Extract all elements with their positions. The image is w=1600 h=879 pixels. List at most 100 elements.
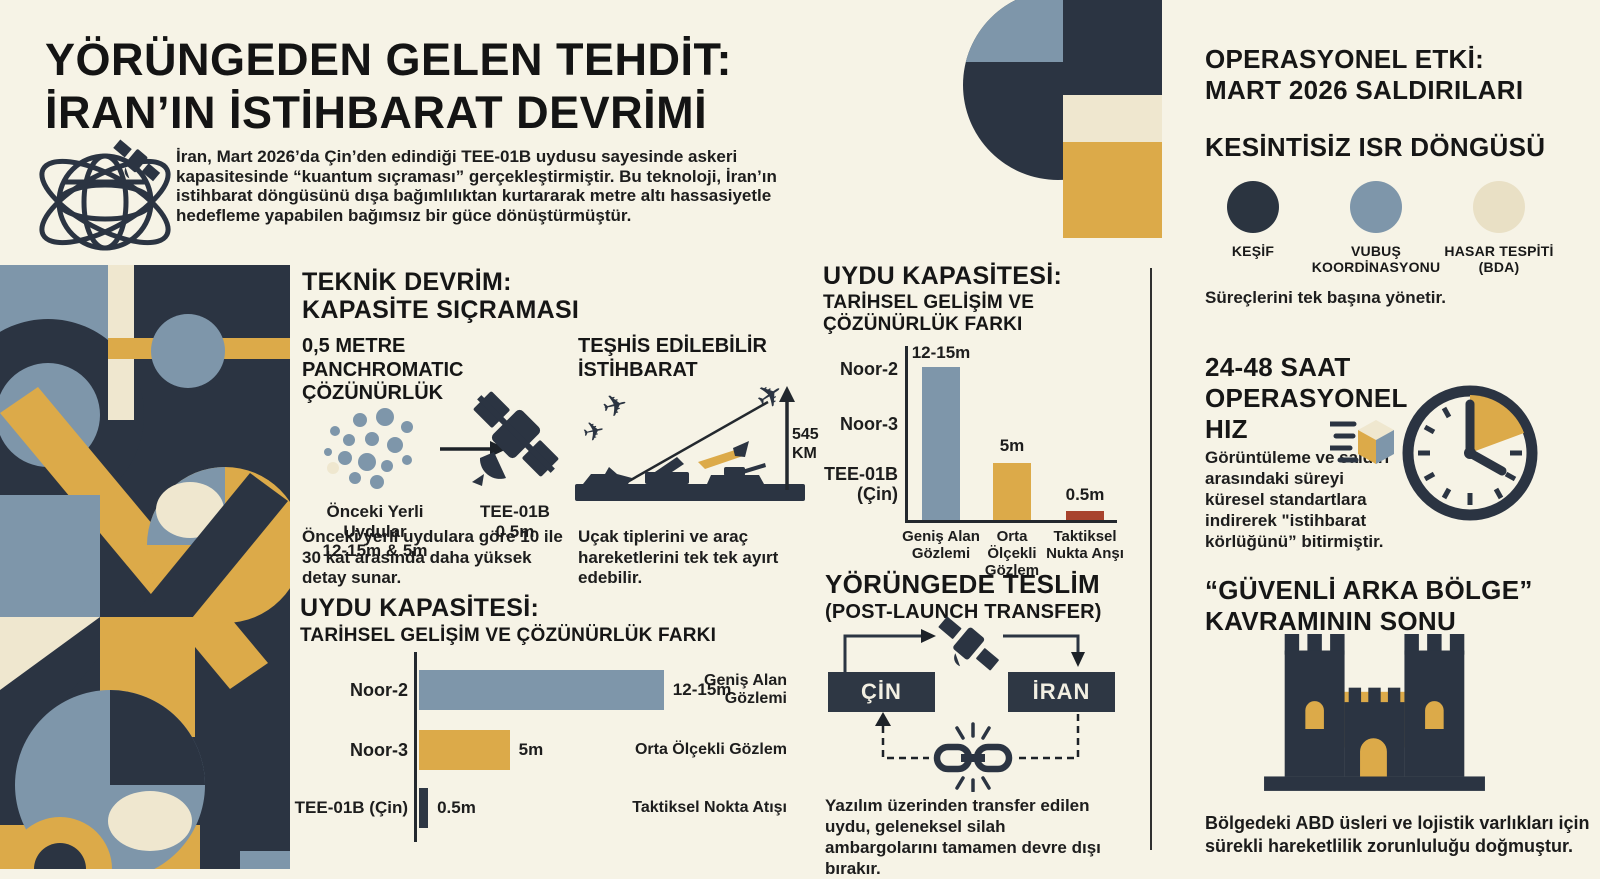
iran-box: İRAN bbox=[1008, 672, 1115, 712]
vchart-bar-noor2 bbox=[922, 367, 960, 520]
vchart-value: 12-15m bbox=[911, 343, 971, 362]
transfer-satellite-icon bbox=[938, 616, 999, 671]
transfer-caption: Yazılım üzerinden transfer edilen uydu, … bbox=[825, 796, 1101, 878]
resolution-caption: Önceki yerli uydulara göre 10 ile 30 kat… bbox=[302, 527, 563, 587]
operational-heading-line1: OPERASYONEL ETKİ: bbox=[1205, 44, 1485, 74]
isr-step-label: VUBUŞ KOORDİNASYONU bbox=[1311, 243, 1441, 276]
old-satellites-label-line2: 12-15m & 5m bbox=[322, 541, 428, 561]
vchart-x-axis bbox=[905, 520, 1117, 523]
globe-satellite-icon bbox=[39, 139, 171, 251]
vchart-bar-noor3 bbox=[993, 463, 1031, 520]
operational-heading-line2: MART 2026 SALDIRILARI bbox=[1205, 75, 1524, 105]
identify-title-line2: İSTİHBARAT bbox=[578, 358, 698, 381]
isr-step-circle-vurus bbox=[1350, 181, 1402, 233]
hchart-value: 0.5m bbox=[437, 798, 476, 817]
new-satellite-label-line2: 0.5m bbox=[495, 521, 535, 541]
hchart-category: Noor-2 bbox=[350, 679, 408, 700]
abstract-art-panel bbox=[0, 265, 290, 869]
castle-icon bbox=[1264, 634, 1485, 791]
resolution-dots-icon bbox=[324, 408, 413, 489]
vchart: Noor-2 Noor-3 TEE-01B (Çin) 12-15m 5m 0.… bbox=[820, 338, 1132, 579]
hchart: Noor-2 Noor-3 TEE-01B (Çin) 12-15m 5m 0.… bbox=[294, 648, 787, 848]
identify-title: TEŞHİS EDİLEBİLİR İSTİHBARAT bbox=[578, 335, 808, 382]
hchart-row: 12-15m bbox=[419, 670, 749, 710]
old-satellites-label-line1: Önceki Yerli Uydular bbox=[326, 502, 424, 541]
rear-area-heading-line1: “GÜVENLİ ARKA BÖLGE” bbox=[1205, 575, 1533, 605]
rear-area-heading-line2: KAVRAMININ SONU bbox=[1205, 606, 1457, 636]
technical-heading-line1: TEKNİK DEVRİM: bbox=[302, 268, 512, 296]
transfer-subheading: (POST-LAUNCH TRANSFER) bbox=[825, 601, 1102, 623]
altitude-value: 545 bbox=[792, 426, 819, 443]
hchart-row: 0.5m bbox=[419, 788, 749, 828]
intro-paragraph: İran, Mart 2026’da Çin’den edindiği TEE-… bbox=[176, 147, 777, 225]
hchart-subtitle: TARİHSEL GELİŞİM VE ÇÖZÜNÜRLÜK FARKI bbox=[300, 625, 717, 646]
resolution-title: 0,5 METRE PANCHROMATIC ÇÖZÜNÜRLÜK bbox=[302, 335, 464, 405]
identify-title-line1: TEŞHİS EDİLEBİLİR bbox=[578, 335, 767, 357]
drone-icon bbox=[698, 450, 743, 469]
vchart-ylabel: Noor-2 bbox=[840, 359, 898, 379]
hchart-description: Geniş Alan Gözlemi bbox=[704, 671, 787, 707]
vchart-xlabel: Orta Ölçekli Gözlem bbox=[984, 528, 1040, 579]
hchart-value: 5m bbox=[518, 740, 544, 759]
vchart-subtitle: TARİHSEL GELİŞİM VE ÇÖZÜNÜRLÜK FARKI bbox=[823, 292, 1034, 336]
broken-chain-icon bbox=[933, 722, 1013, 792]
vchart-xlabel: Geniş Alan Gözlemi bbox=[902, 528, 980, 562]
altitude-unit: KM bbox=[792, 445, 817, 462]
new-satellite-label: TEE-01B 0.5m bbox=[460, 502, 570, 541]
page-title-line1: YÖRÜNGEDEN GELEN TEHDİT: bbox=[45, 34, 733, 85]
page-title: YÖRÜNGEDEN GELEN TEHDİT: İRAN’IN İSTİHBA… bbox=[45, 33, 805, 139]
arrow-to-iran-icon bbox=[1071, 652, 1085, 667]
recon-scene-icon: ✈ ✈ ✈ bbox=[575, 372, 805, 501]
vchart-ylabel: TEE-01B (Çin) bbox=[823, 464, 898, 504]
hchart-description: Taktiksel Nokta Atışı bbox=[632, 798, 787, 816]
transfer-diagram bbox=[843, 616, 1085, 792]
hchart-title: UYDU KAPASİTESİ: bbox=[300, 594, 540, 622]
hchart-bar-noor3 bbox=[419, 730, 510, 770]
flying-cube-icon bbox=[1330, 420, 1394, 464]
hchart-axis bbox=[414, 652, 417, 842]
altitude-arrow-icon bbox=[779, 386, 795, 402]
vchart-ylabel: Noor-3 bbox=[840, 414, 898, 434]
vchart-xlabel: Taktiksel Nukta Anşı bbox=[1046, 528, 1124, 562]
vchart-subtitle-line1: TARİHSEL GELİŞİM VE bbox=[823, 292, 1035, 313]
vchart-value: 0.5m bbox=[1065, 485, 1105, 504]
hchart-row: 5m bbox=[419, 730, 749, 770]
hchart-category: Noor-3 bbox=[350, 739, 408, 760]
hchart-value: 12-15m bbox=[672, 680, 732, 699]
operational-heading: OPERASYONEL ETKİ: MART 2026 SALDIRILARI bbox=[1205, 44, 1523, 106]
page-title-line2: İRAN’IN İSTİHBARAT DEVRİMİ bbox=[45, 87, 708, 139]
transfer-heading: YÖRÜNGEDE TESLİM bbox=[825, 569, 1100, 599]
isr-caption: Süreçlerini tek başına yönetir. bbox=[1205, 288, 1446, 307]
hchart-category: TEE-01B (Çin) bbox=[294, 798, 408, 817]
clock-icon bbox=[1330, 385, 1538, 521]
hchart-bar-tee01b bbox=[419, 788, 429, 828]
isr-heading: KESİNTİSİZ ISR DÖNGÜSÜ bbox=[1205, 132, 1546, 162]
vchart-bar-tee01b bbox=[1066, 511, 1104, 520]
vchart-value: 5m bbox=[999, 436, 1025, 455]
isr-step-circle-kesif bbox=[1227, 181, 1279, 233]
old-satellites-label: Önceki Yerli Uydular 12-15m & 5m bbox=[295, 502, 455, 561]
technical-heading-line2: KAPASİTE SIÇRAMASI bbox=[302, 296, 580, 324]
rear-area-heading: “GÜVENLİ ARKA BÖLGE” KAVRAMININ SONU bbox=[1205, 575, 1533, 637]
speed-heading: 24-48 SAAT OPERASYONEL HIZ bbox=[1205, 352, 1408, 444]
altitude-label: 545 KM bbox=[792, 425, 836, 463]
abstract-shapes-top bbox=[963, 0, 1162, 238]
identify-caption: Uçak tiplerini ve araç hareketlerini tek… bbox=[578, 527, 779, 587]
arrow-to-cin-icon bbox=[875, 712, 891, 726]
airplane-icon: ✈ bbox=[599, 386, 632, 426]
arrow-to-satellite-icon bbox=[921, 629, 936, 643]
isr-step-circle-hasar bbox=[1473, 181, 1525, 233]
satellite-icon bbox=[472, 391, 559, 486]
vchart-title: UYDU KAPASİTESİ: bbox=[823, 262, 1063, 290]
vchart-subtitle-line2: ÇÖZÜNÜRLÜK FARKI bbox=[823, 314, 1023, 336]
isr-step-label: HASAR TESPİTİ (BDA) bbox=[1444, 243, 1554, 276]
isr-step-label: KEŞİF bbox=[1231, 243, 1275, 259]
column-divider bbox=[1150, 268, 1152, 850]
airplane-icon: ✈ bbox=[580, 415, 608, 449]
new-satellite-label-line1: TEE-01B bbox=[480, 502, 550, 521]
hchart-description: Orta Ölçekli Gözlem bbox=[634, 740, 787, 758]
vchart-y-axis bbox=[905, 346, 908, 522]
technical-heading: TEKNİK DEVRİM: KAPASİTE SIÇRAMASI bbox=[302, 268, 722, 324]
hchart-bar-noor2 bbox=[419, 670, 664, 710]
china-box: ÇİN bbox=[828, 672, 935, 712]
